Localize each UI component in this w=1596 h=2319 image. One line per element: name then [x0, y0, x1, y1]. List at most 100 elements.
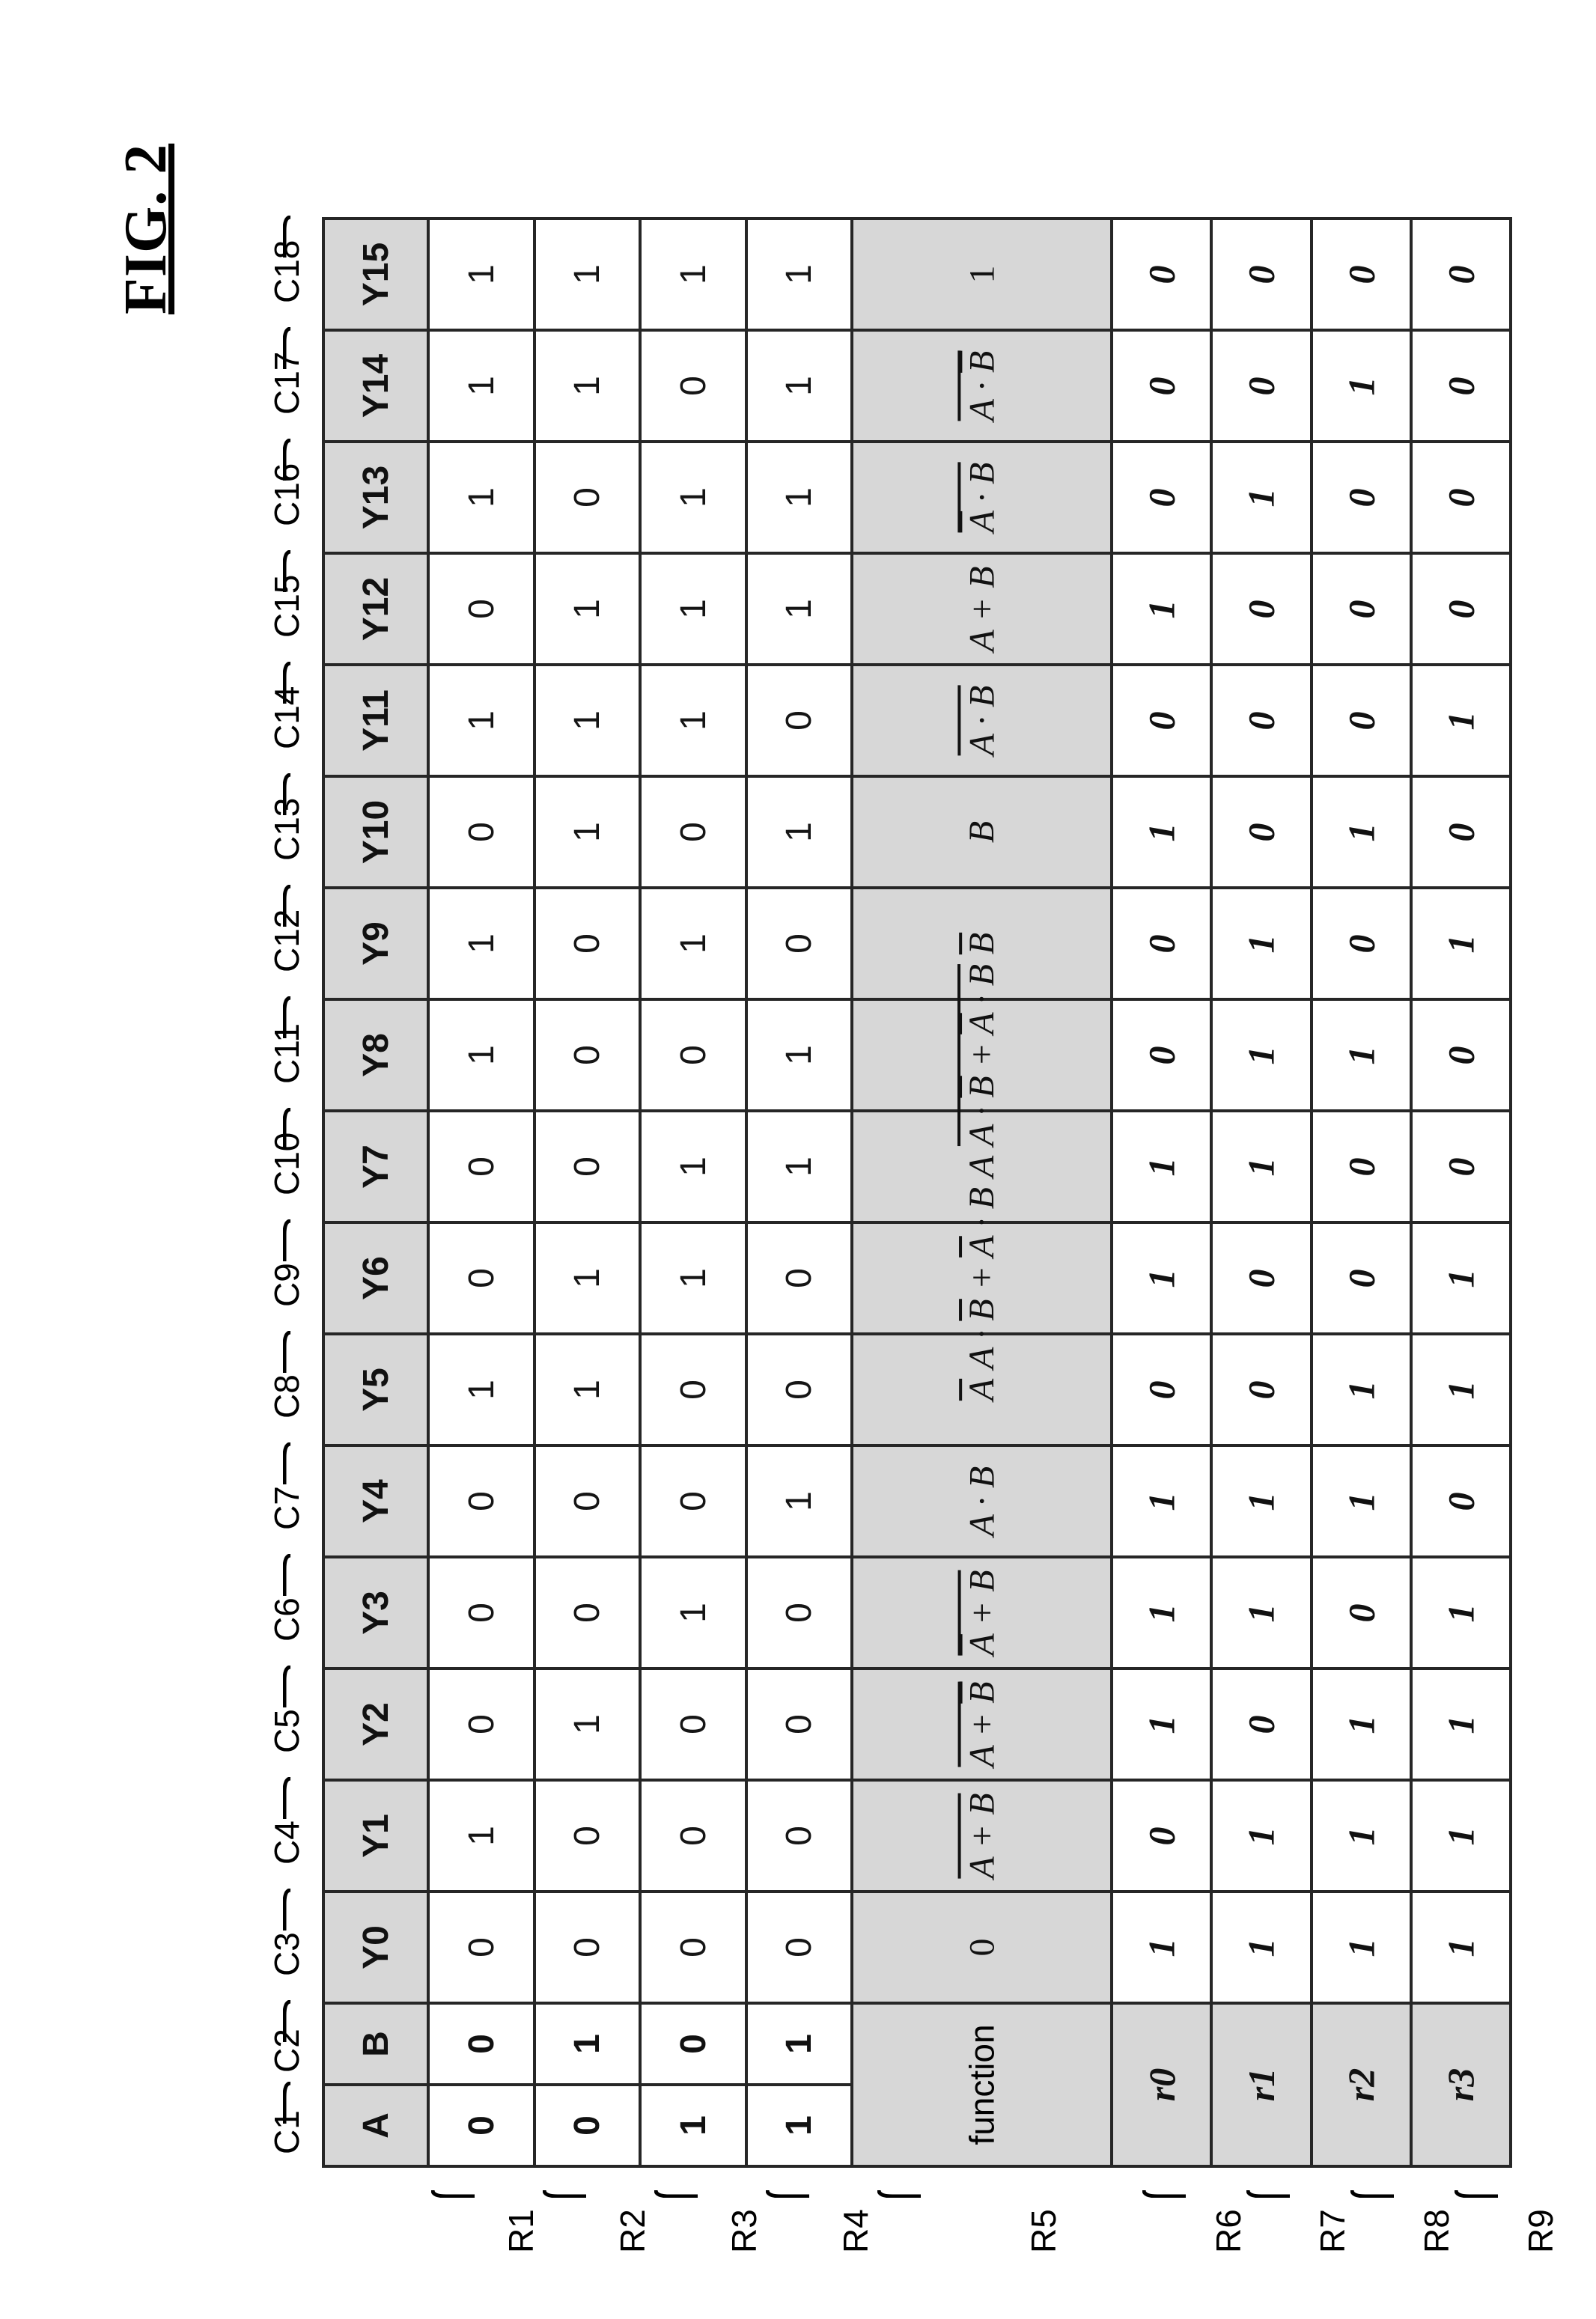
Y5-r1: 0: [1211, 1334, 1311, 1445]
figure-label-text: FIG. 2: [113, 144, 179, 314]
row-tick-r6: [1142, 2166, 1187, 2198]
Y0-truth-r1: 0: [428, 1892, 534, 2003]
col-label-c8: C8: [266, 1374, 307, 1418]
Y15-r0: 0: [1112, 219, 1211, 330]
col-tick-c8: [283, 1331, 317, 1374]
Y1-function: A + B: [852, 1780, 1112, 1892]
table-row-c5: Y20100A + B1011: [323, 1669, 1511, 1780]
Y11-function: A · B: [852, 665, 1112, 776]
Y11-truth-r4: 0: [746, 665, 852, 776]
Y2-truth-r3: 0: [640, 1669, 746, 1780]
row-label-r7: R7: [1312, 2209, 1353, 2253]
Y8-r1: 1: [1211, 999, 1311, 1111]
col-label-c7: C7: [266, 1486, 307, 1530]
Y8-truth-r4: 1: [746, 999, 852, 1111]
Y0-function: 0: [852, 1892, 1112, 2003]
Y13-r0: 0: [1112, 442, 1211, 553]
col-tick-c16: [283, 439, 317, 482]
Y6-truth-r4: 0: [746, 1222, 852, 1334]
ab-A-r1: 0: [428, 2085, 534, 2166]
row-label-r4: R4: [835, 2209, 876, 2253]
row-tick-r2: [543, 2166, 588, 2198]
row-tick-r1: [431, 2166, 476, 2198]
Y2-r0: 1: [1112, 1669, 1211, 1780]
Y3-function: A + B: [852, 1557, 1112, 1669]
hdr-Y7: Y7: [323, 1111, 428, 1222]
row-tick-r4: [766, 2166, 811, 2198]
col-tick-c2: [283, 2000, 317, 2044]
table-row-c4: Y11000A + B0111: [323, 1780, 1511, 1892]
Y13-r3: 0: [1411, 442, 1511, 553]
hdr-Y9: Y9: [323, 888, 428, 999]
row-tick-r9: [1455, 2166, 1499, 2198]
table-row-c18: Y15111110000: [323, 219, 1511, 330]
Y8-truth-r3: 0: [640, 999, 746, 1111]
Y8-r0: 0: [1112, 999, 1211, 1111]
Y13-truth-r1: 1: [428, 442, 534, 553]
table-row-c15: Y120111A + B1000: [323, 553, 1511, 665]
Y12-r0: 1: [1112, 553, 1211, 665]
Y10-truth-r3: 0: [640, 776, 746, 888]
Y11-r3: 1: [1411, 665, 1511, 776]
Y13-truth-r2: 0: [534, 442, 640, 553]
Y10-truth-r4: 1: [746, 776, 852, 888]
Y1-r0: 0: [1112, 1780, 1211, 1892]
hdr-r2: r2: [1312, 2003, 1411, 2166]
Y6-r2: 0: [1312, 1222, 1411, 1334]
Y8-function: A · B + A · B: [852, 999, 1112, 1111]
ab-B-r1: 0: [428, 2003, 534, 2085]
ab-A-r3: 1: [640, 2085, 746, 2166]
Y14-truth-r3: 0: [640, 330, 746, 442]
Y12-truth-r4: 1: [746, 553, 852, 665]
Y5-truth-r2: 1: [534, 1334, 640, 1445]
Y3-truth-r2: 0: [534, 1557, 640, 1669]
Y15-truth-r3: 1: [640, 219, 746, 330]
Y14-r0: 0: [1112, 330, 1211, 442]
Y7-r0: 1: [1112, 1111, 1211, 1222]
Y0-r1: 1: [1211, 1892, 1311, 2003]
hdr-Y12: Y12: [323, 553, 428, 665]
Y0-r2: 1: [1312, 1892, 1411, 2003]
hdr-A: A: [323, 2085, 428, 2166]
Y14-r3: 0: [1411, 330, 1511, 442]
Y11-truth-r1: 1: [428, 665, 534, 776]
Y11-r1: 0: [1211, 665, 1311, 776]
Y3-r2: 0: [1312, 1557, 1411, 1669]
Y6-r0: 1: [1112, 1222, 1211, 1334]
Y6-truth-r1: 0: [428, 1222, 534, 1334]
table-row-c12: Y91010B0101: [323, 888, 1511, 999]
Y9-truth-r1: 1: [428, 888, 534, 999]
hdr-Y6: Y6: [323, 1222, 428, 1334]
Y1-r1: 1: [1211, 1780, 1311, 1892]
table-row-c2: B0101functionr0r1r2r3: [323, 2003, 1511, 2085]
Y4-truth-r2: 0: [534, 1445, 640, 1557]
col-tick-c3: [283, 1889, 317, 1932]
page: FIG. 2 Y15111110000Y141101A · B0010Y1310…: [0, 0, 1596, 2319]
hdr-Y10: Y10: [323, 776, 428, 888]
Y4-r1: 1: [1211, 1445, 1311, 1557]
figure-label: FIG. 2: [112, 144, 180, 314]
Y6-truth-r2: 1: [534, 1222, 640, 1334]
ab-A-r4: 1: [746, 2085, 852, 2166]
Y1-truth-r4: 0: [746, 1780, 852, 1892]
table-row-c8: Y51100A0011: [323, 1334, 1511, 1445]
Y4-truth-r4: 1: [746, 1445, 852, 1557]
Y5-truth-r1: 1: [428, 1334, 534, 1445]
Y15-function: 1: [852, 219, 1112, 330]
Y15-r1: 0: [1211, 219, 1311, 330]
col-tick-c6: [283, 1554, 317, 1597]
Y15-r3: 0: [1411, 219, 1511, 330]
col-label-c6: C6: [266, 1597, 307, 1642]
col-tick-c15: [283, 550, 317, 594]
row-label-r6: R6: [1208, 2209, 1249, 2253]
Y9-r2: 0: [1312, 888, 1411, 999]
table-row-c13: Y100101B1010: [323, 776, 1511, 888]
diagram: Y15111110000Y141101A · B0010Y131011A · B…: [195, 90, 1512, 2186]
row-tick-r8: [1350, 2166, 1395, 2198]
Y10-truth-r2: 1: [534, 776, 640, 888]
Y7-truth-r4: 1: [746, 1111, 852, 1222]
Y12-function: A + B: [852, 553, 1112, 665]
hdr-Y1: Y1: [323, 1780, 428, 1892]
ab-B-r2: 1: [534, 2003, 640, 2085]
Y14-truth-r4: 1: [746, 330, 852, 442]
